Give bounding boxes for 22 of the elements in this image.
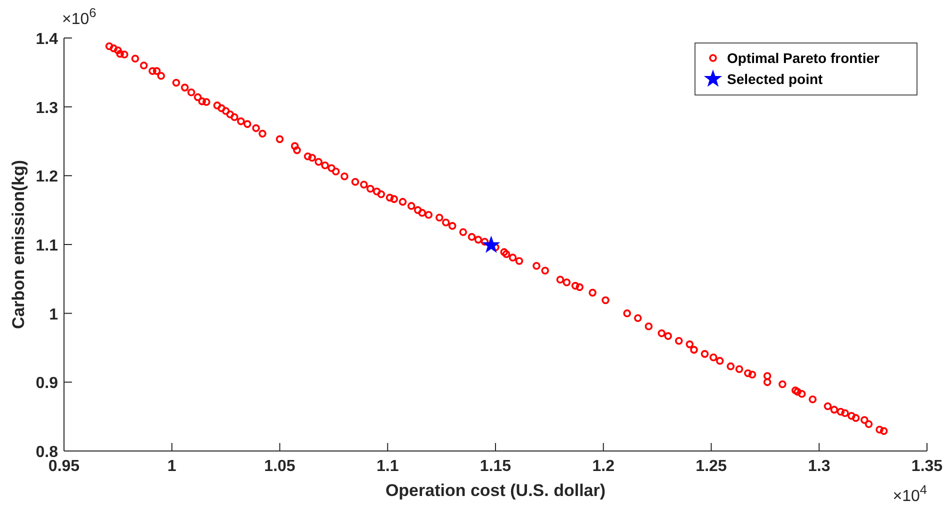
x-tick-label: 0.95	[48, 458, 80, 475]
x-tick-label: 1.05	[264, 458, 296, 475]
x-tick-label: 1.15	[480, 458, 512, 475]
y-tick-label: 0.8	[36, 444, 58, 461]
x-axis-title: Operation cost (U.S. dollar)	[385, 481, 606, 500]
y-tick-label: 1.3	[36, 100, 58, 117]
y-tick-label: 1.4	[36, 31, 58, 48]
text: ×10$^{6}$	[62, 4, 96, 28]
y-axis-title: Carbon emission(kg)	[9, 160, 28, 330]
x-tick-label: 1	[167, 458, 176, 475]
x-tick-label: 1.2	[592, 458, 615, 475]
y-tick-label: 1.2	[36, 168, 58, 186]
y-tick-label: 0.9	[36, 375, 58, 392]
x-tick-label: 1.25	[696, 458, 727, 475]
x-tick-label: 1.1	[376, 458, 399, 475]
y-tick-label: 1.1	[36, 238, 58, 254]
text: ×10$^{4}$	[892, 482, 927, 505]
legend-label: Optimal Pareto frontier	[727, 50, 880, 66]
x-tick-label: 1.35	[911, 458, 943, 475]
x-tick-label: 1.3	[808, 458, 830, 475]
y-tick-label: 1	[49, 306, 58, 324]
legend-label: Selected point	[727, 71, 824, 87]
